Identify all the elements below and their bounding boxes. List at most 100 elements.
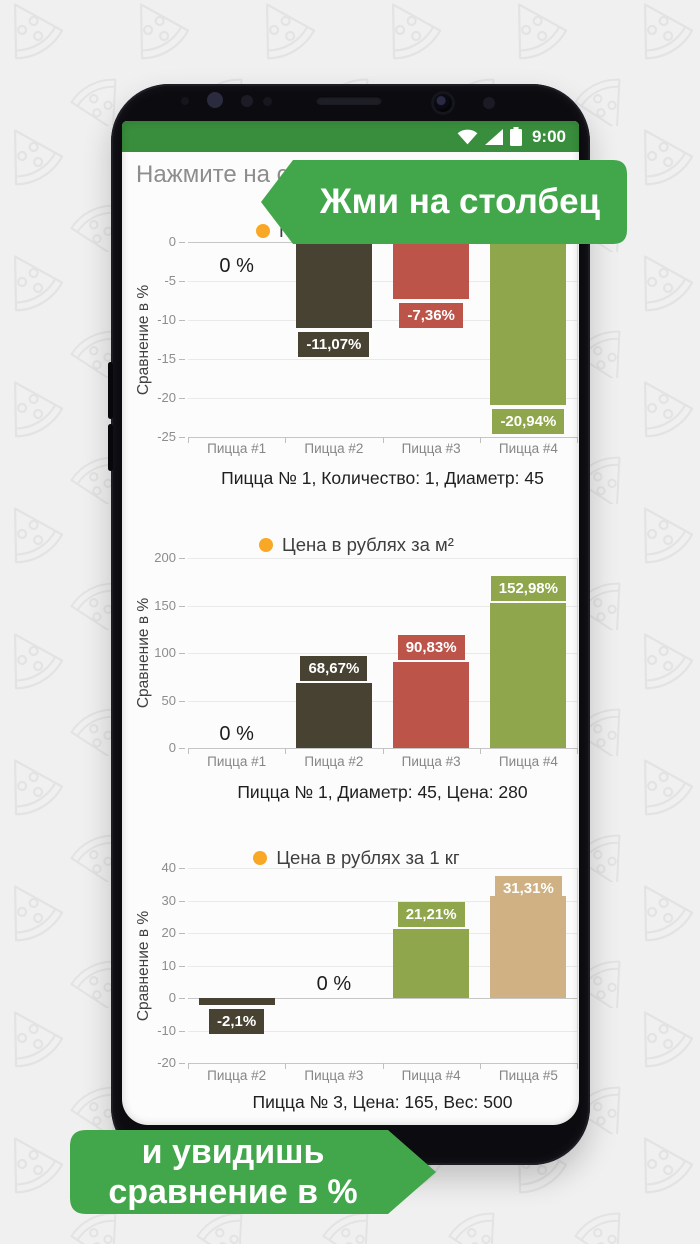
gridline: [188, 998, 577, 999]
bar-Пицца #3[interactable]: [393, 242, 470, 300]
x-category-label: Пицца #4: [401, 1068, 461, 1083]
y-tick-label: 50: [161, 692, 176, 708]
y-tick-mark: [179, 700, 185, 702]
x-tick-mark: [285, 748, 287, 754]
bar-Пицца #4[interactable]: [490, 242, 567, 406]
y-tick-label: 0: [168, 990, 176, 1005]
wifi-icon: [457, 128, 478, 145]
y-tick-label: -20: [157, 1055, 176, 1070]
chart-title: Цена в рублях за м²: [282, 534, 454, 555]
promo-banner-bottom-line2: сравнение в %: [108, 1173, 358, 1211]
promo-banner-top-text: Жми на столбец: [319, 182, 601, 221]
sensor-dot: [263, 97, 272, 106]
gridline: [188, 653, 577, 654]
x-tick-mark: [479, 437, 481, 443]
chart-title: Цена в рублях за 1 кг: [276, 847, 460, 868]
bar-value-label-wrap: 152,98%: [480, 575, 577, 601]
y-tick-label: 100: [154, 645, 176, 660]
y-tick-mark: [179, 359, 185, 360]
zero-value-label: 0 %: [219, 255, 254, 277]
y-tick-mark: [179, 965, 185, 967]
x-category-label: Пицца #2: [304, 754, 364, 769]
chart-caption: Пицца № 3, Цена: 165, Вес: 500: [252, 1092, 513, 1112]
bar-value-label: 152,98%: [490, 575, 566, 601]
gridline: [188, 605, 577, 607]
y-tick-mark: [179, 437, 185, 438]
bar-Пицца #5[interactable]: [490, 896, 567, 998]
y-tick-mark: [179, 868, 185, 869]
bar-value-label-wrap: 31,31%: [480, 876, 577, 901]
volume-button: [108, 362, 113, 419]
bar-value-label-wrap: -7,36%: [383, 303, 480, 329]
y-tick-mark: [179, 1030, 185, 1032]
x-category-label: Пицца #3: [401, 754, 461, 769]
y-tick-mark: [179, 320, 185, 321]
promo-banner-bottom: и увидишь сравнение в %: [70, 1130, 438, 1214]
sensor-dot: [207, 92, 223, 108]
bar-value-label: 68,67%: [300, 655, 368, 681]
gridline: [188, 558, 577, 559]
x-category-label: Пицца #1: [207, 754, 267, 769]
y-tick-mark: [179, 900, 185, 902]
gridline: [188, 281, 577, 282]
y-tick-label: 0: [168, 234, 176, 249]
y-tick-mark: [179, 933, 185, 934]
chart-caption: Пицца № 1, Диаметр: 45, Цена: 280: [237, 782, 528, 802]
bar-value-label: -7,36%: [399, 303, 463, 329]
gridline: [188, 320, 577, 321]
bar-value-label: -2,1%: [209, 1008, 265, 1034]
y-tick-mark: [179, 748, 185, 749]
gridline: [188, 965, 577, 967]
chart-legend: Цена в рублях за м²: [122, 534, 579, 556]
bar-value-label: -20,94%: [492, 409, 565, 435]
y-tick-mark: [179, 242, 185, 243]
bar-Пицца #4[interactable]: [393, 929, 470, 998]
x-category-label: Пицца #3: [304, 1068, 364, 1083]
x-tick-mark: [479, 748, 481, 754]
y-tick-label: 150: [154, 597, 176, 613]
page-title: Нажмите на ст: [136, 161, 300, 188]
y-tick-label: -10: [157, 1022, 176, 1038]
y-tick-label: -5: [164, 273, 176, 288]
y-tick-label: -10: [157, 312, 176, 327]
gridline: [188, 359, 577, 360]
x-tick-mark: [382, 748, 384, 754]
bar-value-label: 21,21%: [397, 902, 465, 928]
gridline: [188, 900, 577, 902]
x-category-label: Пицца #2: [304, 441, 364, 456]
x-category-label: Пицца #2: [207, 1068, 267, 1083]
promo-banner-top: Жми на столбец: [261, 160, 627, 244]
bar-Пицца #2[interactable]: [198, 998, 275, 1005]
bar-value-label-wrap: -2,1%: [188, 1008, 285, 1034]
gridline: [188, 1030, 577, 1032]
bar-Пицца #2[interactable]: [295, 242, 372, 329]
y-tick-mark: [179, 653, 185, 654]
phone-screen: 9:00 Нажмите на ст ПлоСравнение в %0-5-1…: [122, 121, 579, 1125]
y-tick-label: 20: [161, 925, 176, 940]
promo-banner-bottom-line1: и увидишь: [141, 1133, 325, 1171]
promo-banner-bottom-text: и увидишь сравнение в %: [78, 1130, 388, 1214]
y-tick-mark: [179, 998, 185, 999]
bar-value-label-wrap: -11,07%: [285, 332, 382, 358]
y-tick-label: -20: [157, 390, 176, 405]
x-tick-mark: [285, 437, 287, 443]
bar-Пицца #2[interactable]: [295, 682, 372, 748]
legend-dot-icon: [256, 224, 270, 238]
gridline: [188, 868, 577, 869]
bar-Пицца #3[interactable]: [393, 661, 470, 748]
y-tick-label: 30: [161, 892, 176, 908]
x-tick-mark: [188, 748, 189, 754]
cell-signal-icon: [484, 128, 503, 145]
bar-Пицца #4[interactable]: [490, 602, 567, 748]
battery-icon: [509, 127, 522, 146]
x-tick-mark: [188, 1063, 189, 1069]
bar-value-label-wrap: 68,67%: [285, 655, 382, 681]
status-bar: 9:00: [122, 121, 579, 152]
gridline: [188, 700, 577, 702]
bar-value-label-wrap: 90,83%: [383, 634, 480, 660]
zero-value-label: 0 %: [316, 973, 352, 995]
plot-right-border: [577, 868, 578, 1063]
x-tick-mark: [382, 1063, 384, 1069]
plot-right-border: [577, 242, 578, 437]
